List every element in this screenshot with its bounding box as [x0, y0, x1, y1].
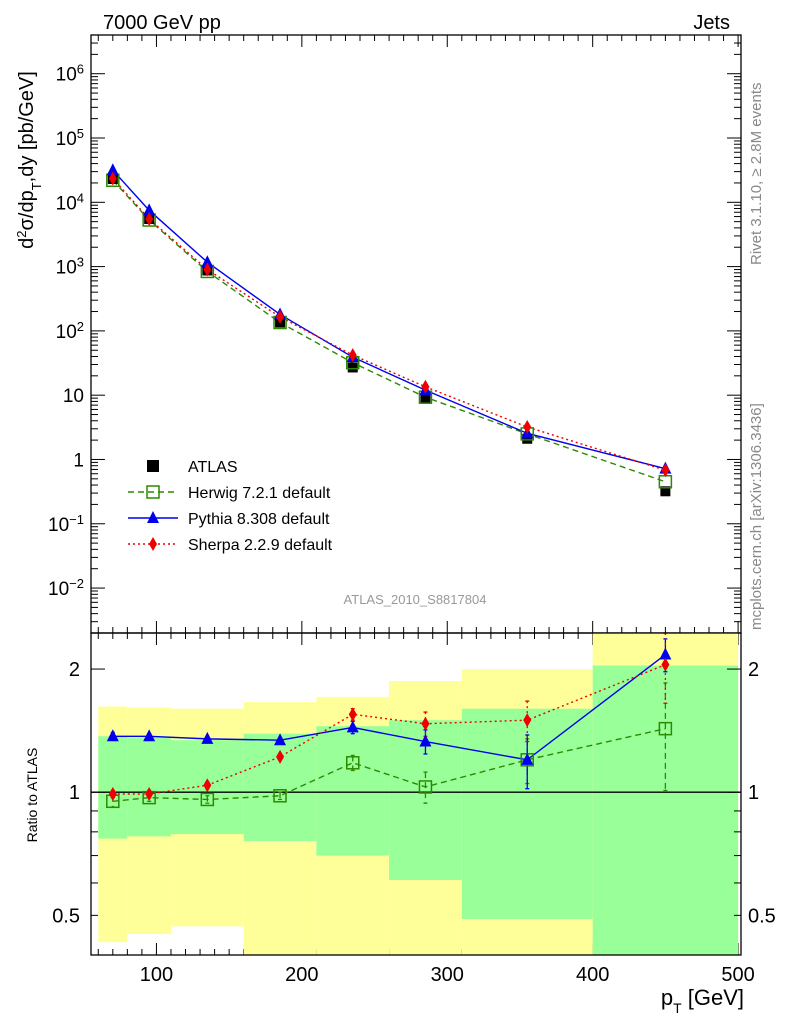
x-tick-label: 300: [431, 964, 464, 986]
legend-marker-atlas: [147, 460, 159, 472]
ratio-frame: [90, 632, 742, 956]
main-point-sherpa: [421, 379, 430, 394]
main-y-tick-label: 1: [73, 450, 84, 471]
ratio-point-sherpa: [108, 786, 117, 801]
ratio-band-green: [243, 733, 317, 841]
main-line-herwig: [112, 179, 666, 483]
ratio-y-tick-label-right: 0.5: [748, 905, 776, 927]
main-point-atlas: [660, 486, 671, 497]
ratio-point-pythia: [274, 733, 287, 746]
main-point-sherpa: [145, 211, 154, 226]
main-point-herwig: [658, 475, 673, 489]
main-y-tick-label: 106: [56, 61, 84, 86]
ratio-point-sherpa: [348, 707, 357, 722]
legend-marker-sherpa: [149, 537, 157, 551]
x-axis-label: pT [GeV]: [661, 985, 744, 1016]
legend-label-pythia: Pythia 8.308 default: [188, 511, 330, 528]
ratio-point-pythia: [659, 647, 672, 660]
ratio-line-herwig: [112, 727, 666, 803]
ratio-point-pythia: [521, 752, 534, 765]
ratio-y-tick-label-left: 2: [69, 659, 80, 681]
main-point-pythia: [201, 255, 214, 268]
main-point-sherpa: [348, 348, 357, 363]
ratio-point-pythia: [201, 731, 214, 744]
mcplots-label: mcplots.cern.ch [arXiv:1306.3436]: [748, 403, 765, 630]
main-point-sherpa: [203, 262, 212, 277]
ratio-point-sherpa: [276, 749, 285, 764]
main-line-pythia: [112, 169, 666, 470]
main-y-tick-label: 10: [63, 386, 84, 407]
main-y-tick-label: 104: [56, 190, 84, 215]
ratio-point-sherpa: [523, 713, 532, 728]
ratio-line-sherpa: [112, 664, 666, 795]
main-y-tick-label: 103: [56, 254, 84, 279]
ratio-point-herwig: [200, 792, 215, 807]
ratio-point-herwig: [273, 789, 287, 803]
main-point-sherpa: [523, 419, 532, 434]
main-y-tick-label: 102: [56, 318, 84, 343]
ratio-band-green: [316, 726, 390, 856]
legend-label-atlas: ATLAS: [188, 459, 238, 476]
ratio-point-herwig: [345, 756, 360, 770]
main-point-sherpa: [661, 463, 670, 478]
analysis-id: ATLAS_2010_S8817804: [344, 592, 487, 607]
header-left-title: 7000 GeV pp: [103, 12, 221, 34]
ratio-point-pythia: [106, 729, 119, 742]
ratio-point-sherpa: [145, 786, 154, 801]
legend-marker-pythia: [147, 511, 159, 523]
ratio-band-green: [592, 665, 739, 955]
legend-label-herwig: Herwig 7.2.1 default: [188, 485, 331, 502]
ratio-point-pythia: [143, 729, 156, 742]
ratio-point-herwig: [418, 780, 433, 794]
x-tick-label: 200: [285, 964, 318, 986]
legend-marker-herwig: [146, 485, 160, 499]
main-line-sherpa: [112, 177, 666, 471]
main-point-pythia: [106, 163, 119, 176]
ratio-point-sherpa: [661, 657, 670, 672]
ratio-y-tick-label-right: 2: [748, 659, 759, 681]
x-tick-label: 500: [721, 964, 754, 986]
main-point-atlas: [347, 362, 358, 373]
ratio-y-axis-label: Ratio to ATLAS: [24, 748, 40, 843]
ratio-point-sherpa: [203, 778, 212, 793]
ratio-point-pythia: [346, 720, 359, 733]
ratio-point-pythia: [419, 734, 432, 747]
main-point-sherpa: [276, 309, 285, 324]
ratio-y-tick-label-right: 1: [748, 782, 759, 804]
legend: ATLAS Herwig 7.2.1 default Pythia 8.308 de…: [128, 459, 333, 554]
main-y-tick-label: 105: [56, 126, 84, 151]
main-point-atlas: [420, 393, 431, 404]
header-right-title: Jets: [693, 12, 730, 34]
rivet-label: Rivet 3.1.10, ≥ 2.8M events: [748, 83, 765, 266]
x-tick-label: 100: [140, 964, 173, 986]
ratio-plot-panel: 100 200 300 400 500 0.5 0.5 1 1 2 2: [52, 632, 776, 986]
legend-label-sherpa: Sherpa 2.2.9 default: [188, 537, 333, 554]
ratio-line-pythia: [112, 654, 666, 761]
ratio-band-green: [127, 737, 171, 837]
ratio-point-sherpa: [421, 716, 430, 731]
main-point-pythia: [143, 203, 156, 216]
ratio-y-tick-label-left: 0.5: [52, 905, 80, 927]
main-point-atlas: [522, 433, 533, 444]
main-y-axis-label: d2σ/dpT,dy [pb/GeV]: [14, 71, 44, 249]
main-point-sherpa: [108, 171, 117, 186]
main-y-tick-label: 10−2: [48, 576, 84, 601]
ratio-point-herwig: [658, 721, 673, 736]
main-y-tick-label: 10−1: [48, 511, 84, 536]
ratio-y-tick-label-left: 1: [69, 782, 80, 804]
x-tick-label: 400: [576, 964, 609, 986]
